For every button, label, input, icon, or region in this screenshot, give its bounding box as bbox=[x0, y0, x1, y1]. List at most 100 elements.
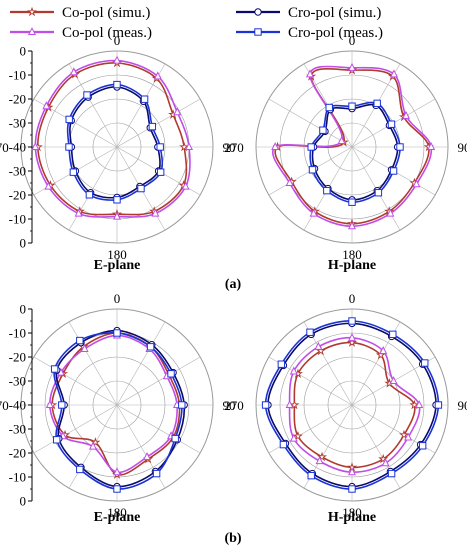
legend-marker bbox=[254, 28, 262, 36]
data-point bbox=[69, 67, 78, 76]
angle-label: 0 bbox=[349, 33, 356, 48]
grid-spoke bbox=[268, 98, 353, 148]
data-point bbox=[85, 191, 94, 199]
data-point bbox=[373, 99, 381, 108]
angle-label: 270 bbox=[224, 398, 244, 413]
data-point bbox=[113, 485, 121, 493]
data-point bbox=[156, 143, 164, 151]
data-point bbox=[181, 181, 190, 190]
data-point bbox=[42, 101, 51, 110]
data-point bbox=[279, 440, 288, 449]
data-point bbox=[45, 400, 54, 409]
data-point bbox=[306, 328, 314, 336]
legend-marker bbox=[254, 8, 262, 16]
grid-spoke bbox=[68, 146, 118, 231]
radial-tick-label: -20 bbox=[9, 92, 26, 107]
data-point bbox=[167, 370, 175, 378]
angle-label: 90 bbox=[458, 140, 467, 155]
data-point bbox=[396, 143, 404, 151]
radial-tick-label: -20 bbox=[9, 446, 26, 461]
angle-label: 270 bbox=[0, 140, 9, 155]
angle-label: 90 bbox=[223, 140, 236, 155]
plot-title: H-plane bbox=[328, 258, 376, 273]
data-point bbox=[389, 69, 399, 78]
radial-tick-label: -40 bbox=[9, 398, 26, 413]
data-point bbox=[398, 429, 409, 440]
radial-tick-label: -30 bbox=[9, 116, 26, 131]
legend-label: Co-pol (meas.) bbox=[62, 25, 152, 41]
data-point bbox=[83, 91, 91, 99]
data-point bbox=[31, 142, 40, 151]
legend-entry: Co-pol (meas.) bbox=[10, 25, 152, 41]
data-point bbox=[402, 110, 411, 119]
legend-label: Cro-pol (meas.) bbox=[288, 25, 383, 41]
data-point bbox=[389, 167, 398, 175]
grid-spoke bbox=[116, 404, 201, 454]
data-point bbox=[112, 211, 122, 220]
data-point bbox=[387, 469, 396, 478]
angle-label: 180 bbox=[107, 247, 127, 262]
data-point bbox=[316, 451, 328, 462]
angle-label: 90 bbox=[458, 398, 467, 413]
legend-marker bbox=[27, 27, 37, 36]
data-point bbox=[307, 143, 315, 151]
data-point bbox=[308, 166, 317, 174]
data-point bbox=[289, 399, 300, 410]
data-point bbox=[113, 80, 121, 89]
radial-tick-label: -10 bbox=[9, 212, 26, 227]
data-point bbox=[44, 181, 53, 190]
radial-tick-label: 0 bbox=[20, 302, 27, 317]
data-point bbox=[379, 346, 388, 355]
radial-tick-label: -10 bbox=[9, 326, 26, 341]
radial-tick-label: 0 bbox=[20, 236, 27, 251]
data-point bbox=[292, 430, 303, 441]
data-point bbox=[146, 343, 155, 351]
data-point bbox=[389, 376, 398, 385]
angle-label: 180 bbox=[342, 247, 362, 262]
data-point bbox=[305, 69, 315, 78]
data-point bbox=[337, 136, 346, 145]
radial-tick-label: -30 bbox=[9, 374, 26, 389]
angle-label: 270 bbox=[0, 398, 9, 413]
angle-label: 180 bbox=[342, 505, 362, 520]
data-point bbox=[148, 122, 157, 131]
legend-entry: Cro-pol (meas.) bbox=[236, 25, 383, 41]
data-point bbox=[323, 186, 331, 195]
data-point bbox=[421, 359, 429, 367]
data-point bbox=[415, 400, 424, 409]
data-point bbox=[386, 208, 395, 217]
data-point bbox=[289, 366, 298, 375]
radial-tick-label: 0 bbox=[20, 494, 27, 509]
data-point bbox=[347, 221, 357, 230]
data-point bbox=[307, 471, 315, 480]
data-point bbox=[427, 142, 436, 151]
polar-chart: 0 90 180 270 0 -10 -20 -30 -40 -30 -20 -10 0 E-plane bbox=[0, 33, 236, 273]
data-point bbox=[347, 467, 357, 476]
grid-spoke bbox=[68, 321, 118, 406]
legend-entry: Cro-pol (simu.) bbox=[236, 5, 381, 21]
data-point bbox=[348, 485, 356, 493]
data-point bbox=[325, 103, 333, 112]
data-point bbox=[153, 71, 162, 80]
radial-tick-label: 0 bbox=[20, 44, 27, 59]
data-point bbox=[173, 107, 182, 116]
grid-spoke bbox=[33, 404, 118, 454]
data-point bbox=[346, 337, 358, 347]
data-point bbox=[113, 196, 121, 204]
data-point bbox=[156, 168, 165, 176]
angle-label: 90 bbox=[223, 398, 236, 413]
legend-entry: Co-pol (simu.) bbox=[10, 5, 150, 21]
data-point bbox=[389, 330, 397, 339]
data-point bbox=[69, 168, 78, 176]
data-point bbox=[142, 452, 152, 461]
data-point bbox=[285, 178, 294, 187]
legend-label: Co-pol (simu.) bbox=[62, 5, 150, 21]
data-point bbox=[381, 458, 390, 467]
data-point bbox=[348, 317, 356, 325]
data-point bbox=[65, 143, 73, 151]
data-point bbox=[65, 115, 73, 124]
data-point bbox=[113, 329, 121, 337]
data-point bbox=[53, 436, 61, 444]
plot-title: H-plane bbox=[328, 510, 376, 525]
